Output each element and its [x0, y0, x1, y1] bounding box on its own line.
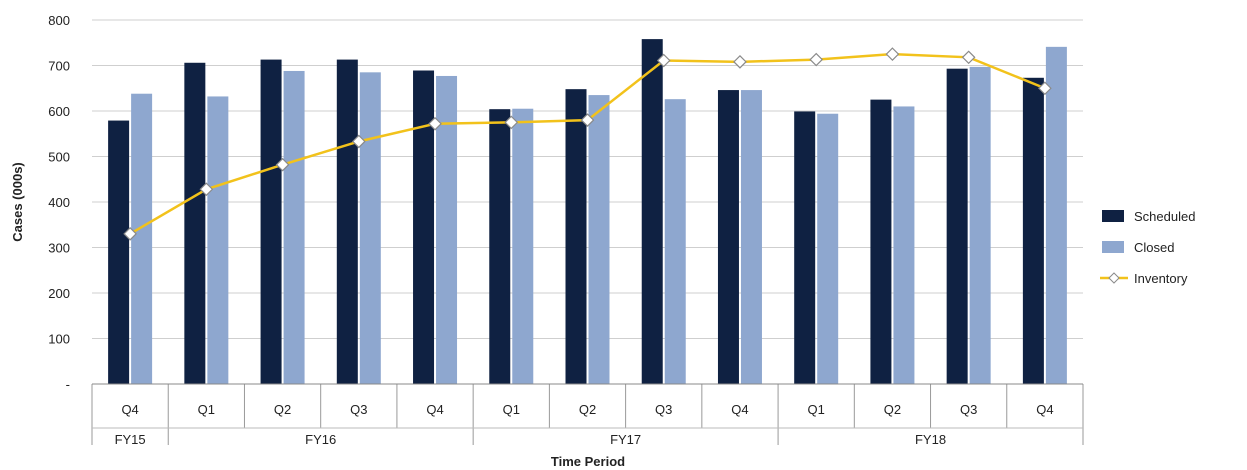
y-tick-label: 300 [48, 241, 70, 256]
bar-scheduled [489, 109, 511, 385]
bar-closed [283, 70, 305, 385]
y-tick-label: 400 [48, 195, 70, 210]
x-group-label: FY18 [915, 432, 946, 447]
x-group-label: FY16 [305, 432, 336, 447]
x-tick-label: Q3 [350, 402, 367, 417]
inventory-marker [504, 115, 519, 130]
bar-closed [969, 66, 991, 385]
y-tick-label: 600 [48, 104, 70, 119]
y-axis-ticks: - 100 200 300 400 500 600 700 800 [48, 13, 70, 392]
inventory-marker [809, 52, 824, 67]
legend: Scheduled Closed Inventory [1100, 209, 1195, 286]
inventory-marker [656, 53, 671, 68]
x-tick-label: Q1 [198, 402, 215, 417]
bar-scheduled [260, 59, 282, 385]
y-tick-label: 800 [48, 13, 70, 28]
inventory-marker [580, 113, 595, 127]
inventory-marker [1038, 81, 1052, 96]
inventory-line-group [123, 47, 1052, 241]
bar-closed [817, 113, 839, 384]
legend-label-scheduled: Scheduled [1134, 209, 1195, 224]
bar-closed [588, 95, 610, 384]
x-tick-label: Q3 [960, 402, 977, 417]
x-tick-label: Q2 [884, 402, 901, 417]
inventory-marker [885, 47, 900, 61]
x-tick-label: Q4 [426, 402, 443, 417]
x-group-label: FY17 [610, 432, 641, 447]
legend-swatch-closed [1102, 241, 1124, 253]
inventory-marker [199, 182, 214, 197]
bar-scheduled [870, 99, 892, 384]
x-axis-label: Time Period [551, 454, 625, 469]
inventory-marker [961, 50, 976, 65]
x-tick-label: Q3 [655, 402, 672, 417]
bar-scheduled [794, 111, 816, 384]
y-tick-label: 100 [48, 332, 70, 347]
bar-closed [893, 106, 915, 384]
inventory-marker [428, 116, 442, 131]
inventory-marker [733, 55, 747, 69]
y-tick-label: - [66, 377, 70, 392]
inventory-marker [123, 227, 137, 241]
bar-closed [207, 96, 229, 384]
y-tick-label: 500 [48, 150, 70, 165]
legend-label-inventory: Inventory [1134, 271, 1188, 286]
x-tick-label: Q1 [503, 402, 520, 417]
gridlines [92, 19, 1083, 385]
inventory-marker [351, 134, 366, 149]
x-axis: Q4 Q1 Q2 Q3 Q4 Q1 Q2 Q3 Q4 Q1 Q2 Q3 Q4 FY15 FY16 FY17 FY… [91, 383, 1084, 447]
bar-scheduled [108, 120, 130, 385]
bar-scheduled [336, 59, 358, 385]
legend-marker [1108, 272, 1120, 284]
x-tick-label: Q4 [121, 402, 138, 417]
bar-closed [512, 108, 534, 384]
x-tick-label: Q2 [274, 402, 291, 417]
bar-scheduled [565, 89, 587, 384]
bar-closed [664, 99, 686, 385]
y-tick-label: 200 [48, 286, 70, 301]
bar-closed [1045, 46, 1067, 384]
bar-scheduled [946, 68, 968, 384]
bar-scheduled [1022, 77, 1044, 384]
bars [108, 39, 1067, 385]
x-tick-label: Q1 [808, 402, 825, 417]
y-axis-label: Cases (000s) [10, 162, 25, 242]
bar-closed [359, 72, 381, 384]
bar-scheduled [184, 62, 206, 385]
bar-scheduled [641, 39, 663, 385]
x-tick-label: Q4 [1036, 402, 1053, 417]
bar-closed [740, 90, 762, 384]
x-group-label: FY15 [115, 432, 146, 447]
y-tick-label: 700 [48, 59, 70, 74]
x-tick-label: Q2 [579, 402, 596, 417]
bar-scheduled [717, 90, 739, 384]
legend-label-closed: Closed [1134, 240, 1174, 255]
bar-closed [436, 75, 458, 384]
bar-closed [131, 93, 153, 385]
legend-swatch-scheduled [1102, 210, 1124, 222]
bar-scheduled [413, 70, 435, 384]
inventory-marker [275, 157, 290, 172]
x-tick-label: Q4 [731, 402, 748, 417]
